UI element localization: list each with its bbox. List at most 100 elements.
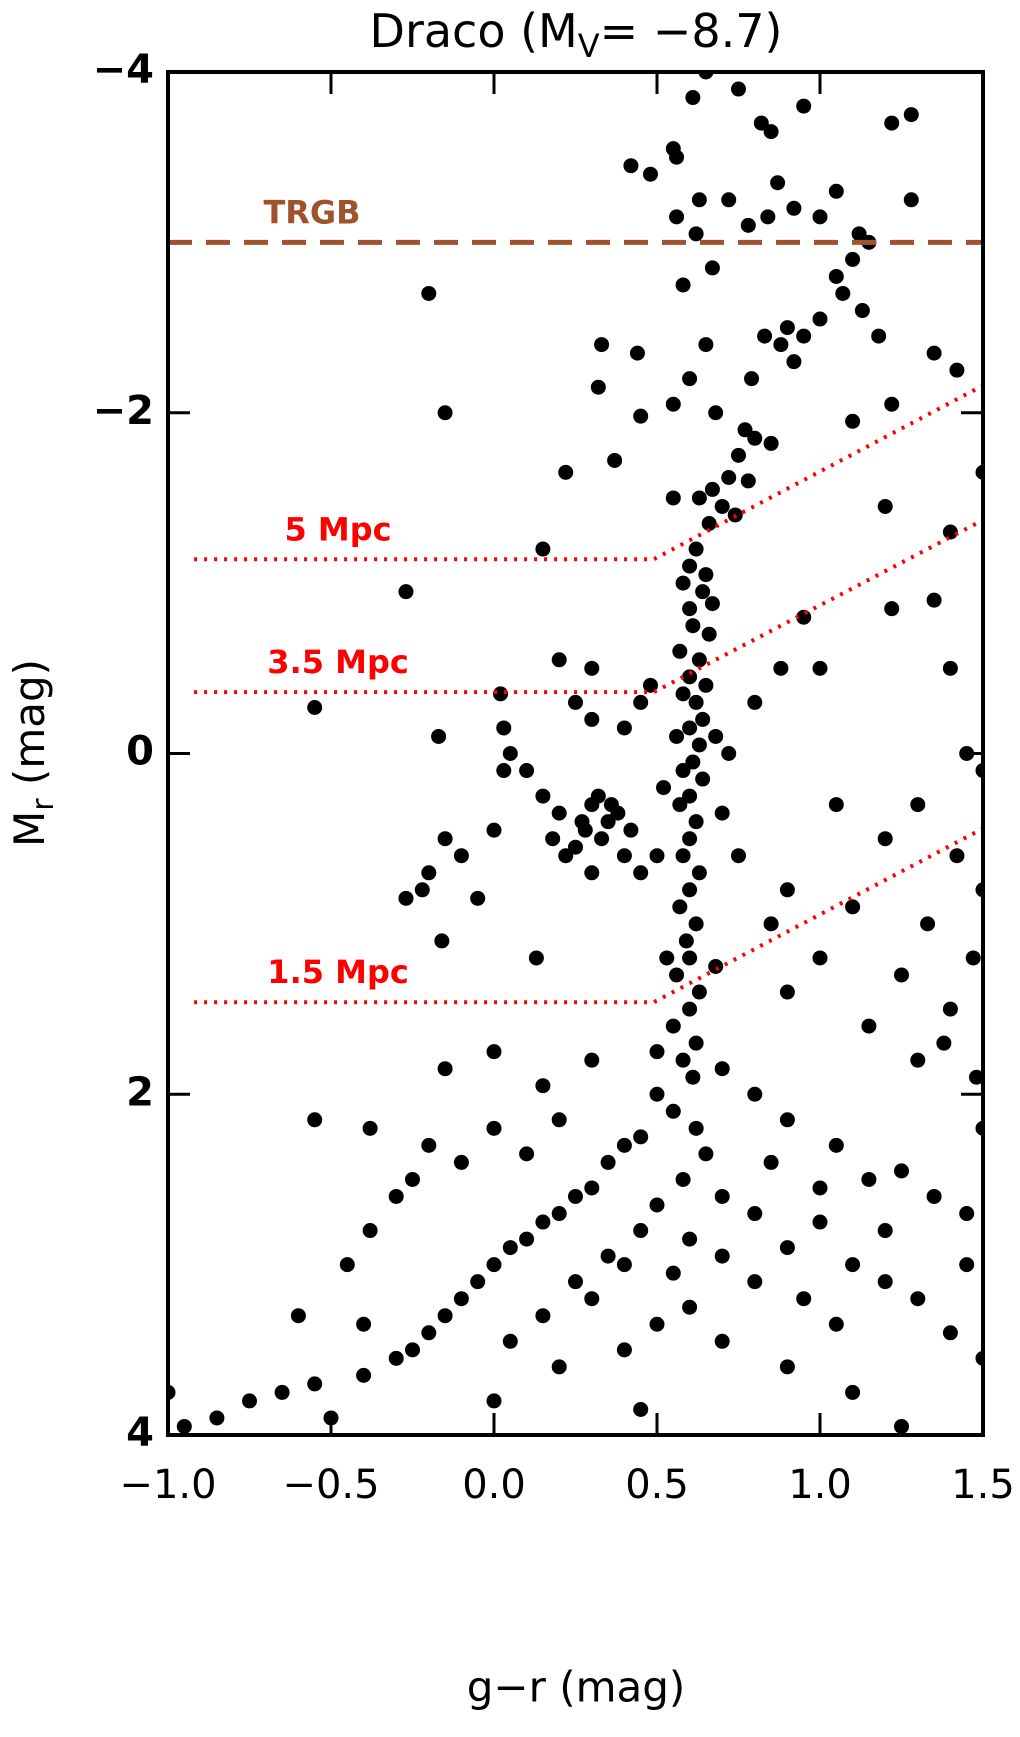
x-axis-label: g−r (mag) bbox=[467, 1663, 686, 1712]
y-tick-label: 4 bbox=[126, 1410, 154, 1456]
point bbox=[675, 763, 691, 779]
point bbox=[616, 720, 632, 736]
point bbox=[535, 788, 551, 804]
point bbox=[584, 711, 600, 727]
point bbox=[682, 558, 698, 574]
point bbox=[633, 865, 649, 881]
point bbox=[623, 158, 639, 174]
point bbox=[672, 797, 688, 813]
point bbox=[590, 379, 606, 395]
point bbox=[574, 814, 590, 830]
point bbox=[812, 950, 828, 966]
point bbox=[209, 1410, 225, 1426]
point bbox=[633, 1129, 649, 1145]
point bbox=[551, 1112, 567, 1128]
point bbox=[437, 1308, 453, 1324]
point bbox=[757, 328, 773, 344]
point bbox=[708, 405, 724, 421]
point bbox=[910, 1052, 926, 1068]
point bbox=[486, 1120, 502, 1136]
x-tick-label: 1.5 bbox=[951, 1462, 1015, 1508]
point bbox=[642, 166, 658, 182]
point bbox=[558, 848, 574, 864]
point bbox=[708, 958, 724, 974]
point bbox=[675, 1171, 691, 1187]
x-tick-label: 0.5 bbox=[625, 1462, 689, 1508]
reference-label: 1.5 Mpc bbox=[267, 953, 409, 991]
point bbox=[431, 728, 447, 744]
point bbox=[584, 1180, 600, 1196]
point bbox=[920, 916, 936, 932]
point bbox=[600, 1248, 616, 1264]
point bbox=[176, 1418, 192, 1434]
point bbox=[616, 1342, 632, 1358]
point bbox=[616, 1257, 632, 1273]
point bbox=[649, 1316, 665, 1332]
point bbox=[307, 699, 323, 715]
point bbox=[434, 933, 450, 949]
point bbox=[926, 1188, 942, 1204]
point bbox=[675, 686, 691, 702]
point bbox=[894, 1418, 909, 1434]
point bbox=[894, 967, 909, 983]
point bbox=[714, 498, 730, 514]
point bbox=[528, 950, 544, 966]
point bbox=[584, 660, 600, 676]
point bbox=[649, 1044, 665, 1060]
point bbox=[786, 354, 802, 370]
point bbox=[437, 405, 453, 421]
point bbox=[877, 1274, 893, 1290]
point bbox=[682, 720, 698, 736]
point bbox=[682, 831, 698, 847]
point bbox=[701, 515, 717, 531]
point bbox=[669, 209, 685, 225]
point bbox=[665, 1018, 681, 1034]
point bbox=[453, 848, 469, 864]
point bbox=[877, 1223, 893, 1239]
point bbox=[486, 1257, 502, 1273]
point bbox=[698, 1146, 714, 1162]
point bbox=[877, 498, 893, 514]
point bbox=[339, 1257, 355, 1273]
reference-label: 3.5 Mpc bbox=[267, 643, 409, 681]
point bbox=[568, 839, 583, 855]
point bbox=[682, 1001, 698, 1017]
point bbox=[584, 865, 600, 881]
plot-area bbox=[168, 72, 983, 1434]
point bbox=[669, 728, 685, 744]
point bbox=[845, 251, 861, 267]
point bbox=[828, 183, 844, 199]
point bbox=[682, 669, 698, 685]
y-tick-label: 0 bbox=[126, 729, 154, 775]
point bbox=[796, 328, 812, 344]
point bbox=[965, 950, 981, 966]
point bbox=[740, 217, 756, 233]
point bbox=[682, 882, 698, 898]
point bbox=[470, 1274, 486, 1290]
title-sub: V bbox=[578, 27, 600, 65]
point bbox=[551, 1206, 567, 1222]
point bbox=[835, 285, 851, 301]
point bbox=[845, 899, 861, 915]
point bbox=[942, 1325, 958, 1341]
point bbox=[828, 1137, 844, 1153]
point bbox=[714, 1248, 730, 1264]
ylabel-main: M bbox=[5, 811, 54, 847]
point bbox=[290, 1308, 306, 1324]
point bbox=[704, 260, 720, 276]
point bbox=[763, 124, 779, 140]
point bbox=[486, 1044, 502, 1060]
chart-title: Draco (MV= −8.7) bbox=[370, 4, 783, 66]
point bbox=[682, 1231, 698, 1247]
point bbox=[884, 115, 900, 131]
point bbox=[903, 107, 919, 123]
point bbox=[763, 1154, 779, 1170]
x-tick-label: −1.0 bbox=[119, 1462, 216, 1508]
point bbox=[779, 320, 795, 336]
point bbox=[851, 226, 867, 242]
point bbox=[672, 899, 688, 915]
point bbox=[688, 814, 704, 830]
point bbox=[421, 1325, 437, 1341]
point bbox=[701, 626, 717, 642]
point bbox=[704, 481, 720, 497]
